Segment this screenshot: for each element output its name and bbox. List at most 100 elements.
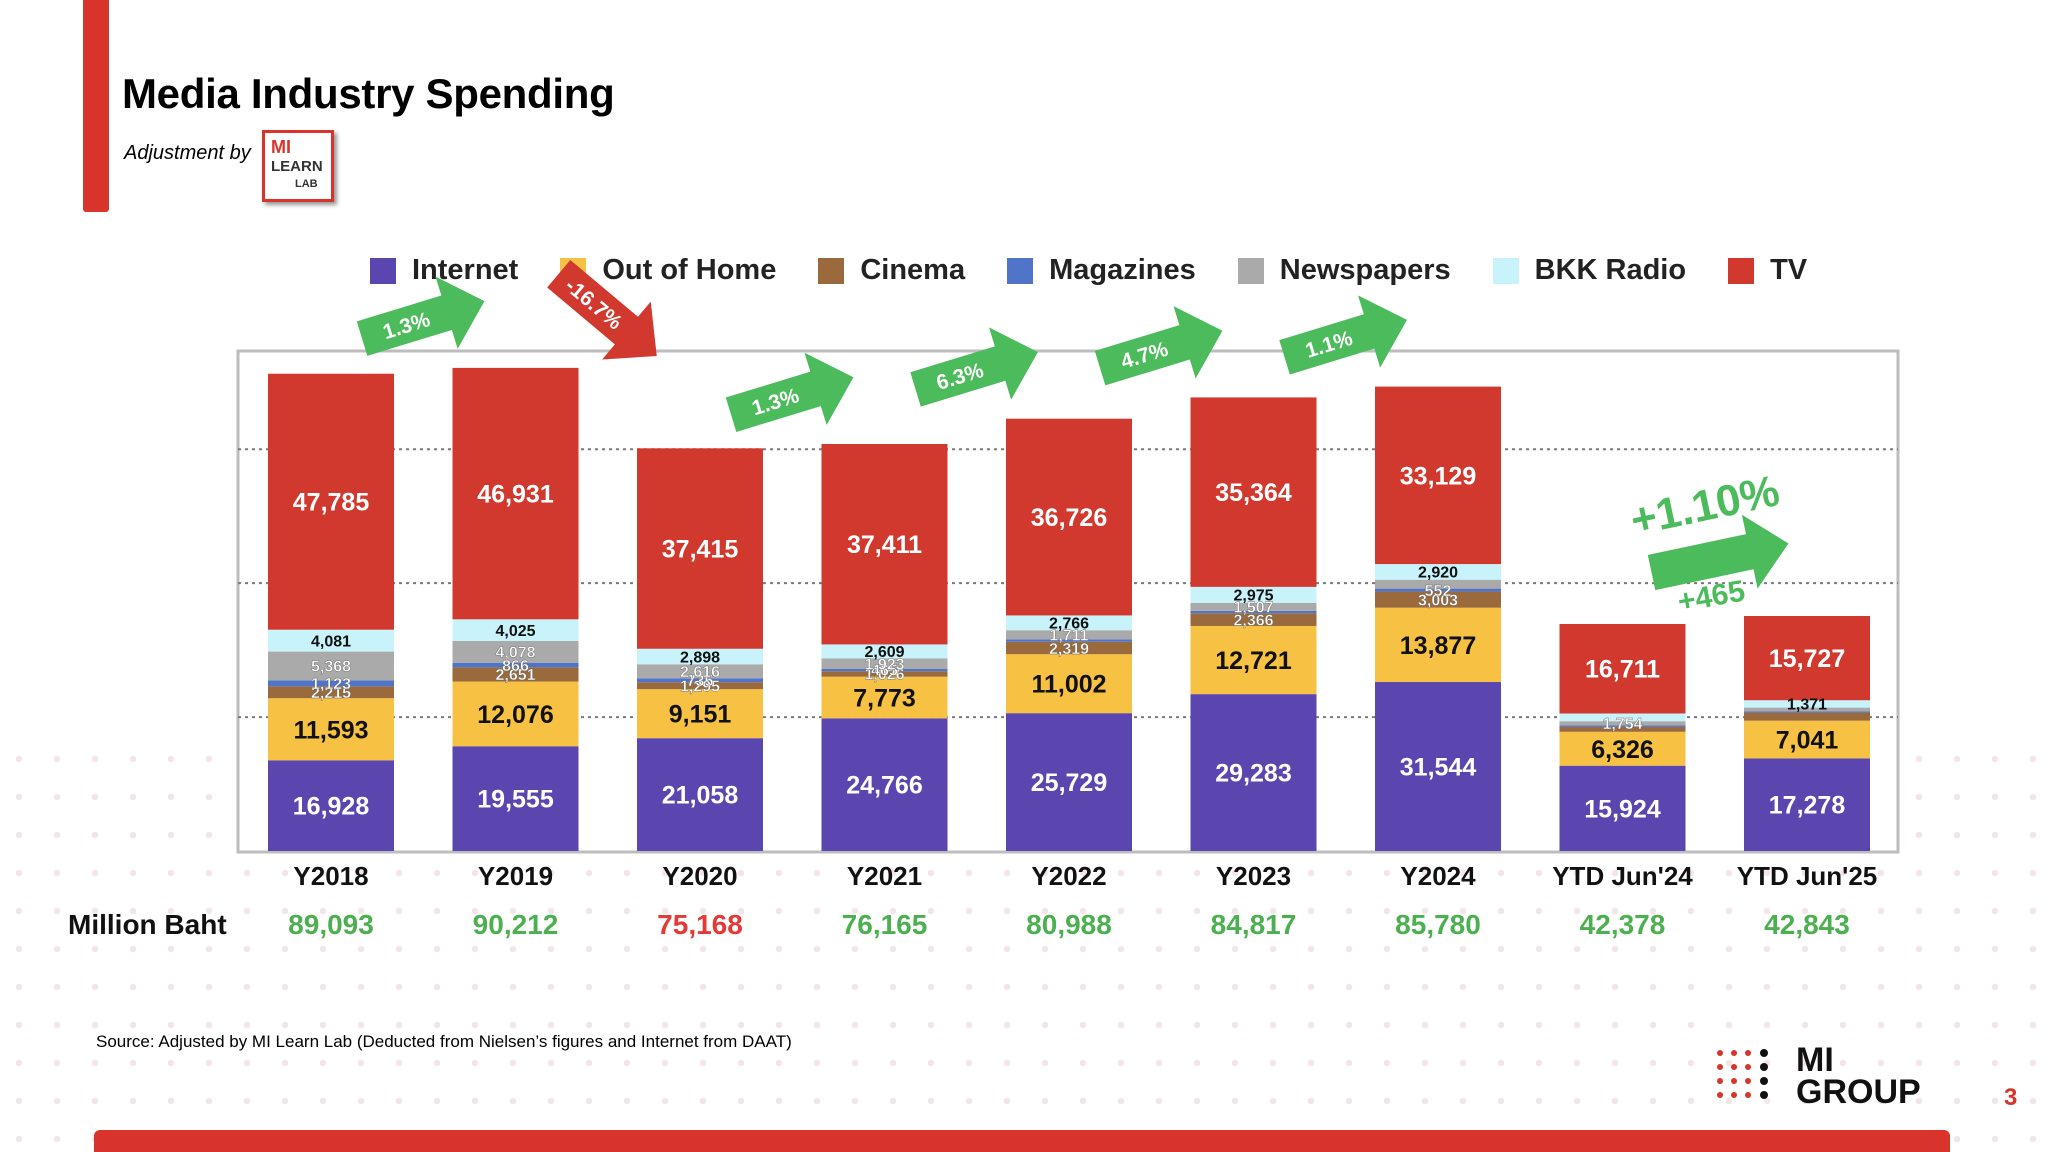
- total-value: 75,168: [657, 909, 743, 940]
- legend-label: Out of Home: [602, 254, 777, 286]
- data-label: 552: [1425, 583, 1452, 600]
- bar-segment-magazines: [821, 668, 948, 672]
- bar-segment-newspapers: [452, 640, 579, 663]
- bar-segment-newspapers: [637, 664, 763, 679]
- legend-swatch: [1728, 257, 1755, 284]
- data-label: 7,041: [1776, 727, 1839, 755]
- legend-item-cinema: Cinema: [818, 254, 965, 287]
- adjustment-label: Adjustment by: [124, 142, 251, 164]
- data-label: 13,877: [1400, 632, 1476, 660]
- data-label: 7,773: [853, 685, 916, 713]
- bar-segment-cinema: [821, 671, 948, 677]
- bar-segment-cinema: [1006, 641, 1132, 655]
- data-label: 465: [871, 663, 898, 680]
- bar-segment-cinema: [1559, 726, 1686, 732]
- data-label: 2,319: [1049, 641, 1089, 658]
- legend-label: Newspapers: [1279, 254, 1451, 286]
- bar-segment-internet: [1190, 694, 1317, 851]
- data-label: 866: [502, 658, 529, 675]
- bars: [268, 367, 1870, 851]
- bar-segment-tv: [1375, 386, 1501, 565]
- bar-segment-bkk-radio: [268, 629, 394, 652]
- arrow-shape: [725, 352, 854, 432]
- bar-segment-internet: [1375, 682, 1501, 851]
- legend-item-bkk-radio: BKK Radio: [1492, 254, 1687, 287]
- data-label: 1,371: [1787, 697, 1827, 714]
- data-label: 1,123: [311, 676, 351, 693]
- logo-line1: MI: [271, 137, 291, 157]
- bar-segment-tv: [1559, 623, 1686, 714]
- logo-line2: LEARN: [271, 158, 323, 175]
- data-label: 1,026: [864, 667, 904, 684]
- bar-segment-internet: [1744, 758, 1870, 851]
- data-label: 31,544: [1400, 754, 1477, 782]
- bar-segment-tv: [821, 444, 948, 645]
- bar-segment-bkk-radio: [637, 648, 763, 665]
- data-label: 35,364: [1215, 479, 1292, 507]
- growth-arrow: 6.3%: [910, 327, 1038, 407]
- bar-segment-tv: [1006, 418, 1132, 616]
- bar-segment-internet: [1006, 713, 1132, 851]
- bar-segment-magazines: [637, 678, 763, 683]
- bar-segment-internet: [1559, 765, 1686, 851]
- data-label: 46,931: [477, 481, 554, 509]
- data-label: 2,215: [311, 685, 351, 702]
- bar-segment-internet: [637, 738, 763, 851]
- bar-segment-magazines: [1190, 610, 1317, 614]
- bar-segment-internet: [268, 760, 394, 851]
- data-label: 37,415: [662, 536, 739, 564]
- bar-segment-cinema: [1375, 591, 1501, 608]
- data-label: 15,924: [1584, 795, 1661, 823]
- ytd-growth-arrow: [1647, 514, 1789, 591]
- data-label: 12,076: [477, 701, 553, 729]
- x-tick-label: Y2020: [662, 861, 737, 891]
- bar-segment-out-of-home: [1190, 625, 1317, 695]
- arrow-shape: [1094, 306, 1223, 386]
- data-label: 2,975: [1233, 588, 1273, 605]
- bar-segment-newspapers: [1744, 707, 1870, 712]
- total-value: 76,165: [842, 909, 928, 940]
- bar-segment-cinema: [268, 686, 394, 699]
- accent-bar-bottom: [94, 1130, 1950, 1152]
- accent-bar-left: [83, 0, 109, 212]
- bar-segment-tv: [268, 373, 394, 630]
- bar-segment-tv: [452, 367, 579, 620]
- data-label: 11,002: [1031, 671, 1106, 699]
- growth-arrow: 1.3%: [356, 276, 485, 356]
- page-title: Media Industry Spending: [122, 70, 615, 117]
- logo-line3: LAB: [295, 178, 318, 190]
- data-label: 2,366: [1233, 612, 1273, 629]
- x-tick-label: Y2019: [478, 861, 553, 891]
- data-label: 11,593: [293, 716, 368, 744]
- bar-segment-magazines: [1559, 725, 1686, 727]
- data-label: 2,651: [495, 667, 535, 684]
- bar-segment-magazines: [1375, 588, 1501, 592]
- data-label: 29,283: [1215, 760, 1291, 788]
- data-label: 4,025: [495, 623, 535, 640]
- bar-segment-out-of-home: [1559, 731, 1686, 766]
- data-label: 47,785: [293, 489, 370, 517]
- data-label: 2,920: [1418, 565, 1458, 582]
- legend-label: Cinema: [860, 254, 966, 286]
- bar-segment-newspapers: [1190, 602, 1317, 611]
- x-tick-label: Y2022: [1031, 861, 1106, 891]
- data-label: 5,368: [311, 659, 351, 676]
- data-label: 2,616: [680, 664, 720, 681]
- legend-label: BKK Radio: [1534, 254, 1687, 286]
- growth-arrow: 1.1%: [1279, 295, 1407, 375]
- arrow-shape: [1647, 514, 1789, 591]
- bar-segment-tv: [637, 448, 763, 649]
- bar-segment-bkk-radio: [1375, 564, 1501, 580]
- legend-label: TV: [1770, 254, 1808, 286]
- legend-item-internet: Internet: [370, 254, 518, 287]
- data-label: 1,507: [1233, 600, 1273, 617]
- legend-label: Internet: [412, 254, 519, 286]
- data-label: 2,609: [864, 644, 904, 661]
- bar-segment-cinema: [452, 667, 579, 682]
- bar-segment-out-of-home: [268, 698, 394, 761]
- data-label: 36,726: [1031, 504, 1107, 532]
- arrow-shape: [1279, 295, 1407, 375]
- row-label: Million Baht: [68, 909, 227, 940]
- bar-segment-bkk-radio: [821, 644, 948, 659]
